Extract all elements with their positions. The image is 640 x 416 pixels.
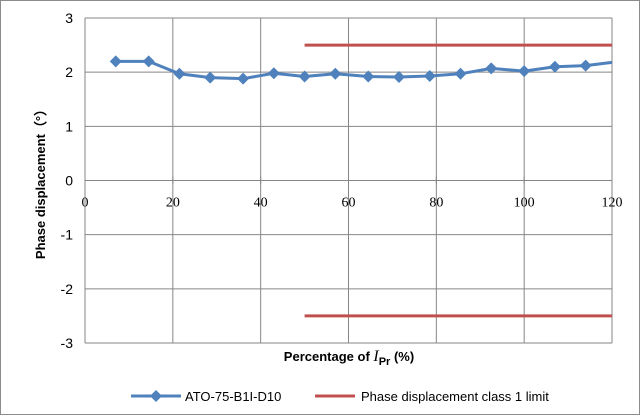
y-tick-label: -1 — [61, 227, 74, 243]
x-axis-title-subscript: Pr — [379, 356, 391, 368]
y-axis-title: Phase displacement（°） — [33, 103, 48, 259]
data-point-marker — [485, 62, 498, 75]
x-tick-label: 60 — [342, 196, 356, 211]
x-axis-title-symbol: I — [372, 348, 379, 365]
data-point-marker — [267, 67, 280, 80]
data-point-marker — [362, 70, 375, 83]
data-point-marker — [518, 65, 531, 78]
data-point-marker — [204, 71, 217, 84]
data-point-marker — [548, 60, 561, 73]
data-point-marker — [454, 67, 467, 80]
legend-label-series-1: ATO-75-B1I-D10 — [185, 389, 281, 404]
y-tick-label: -3 — [61, 335, 74, 351]
legend-label-series-2: Phase displacement class 1 limit — [361, 389, 549, 404]
x-axis-title-suffix: (%) — [390, 349, 414, 364]
x-tick-label: 0 — [82, 196, 89, 211]
x-tick-label: 40 — [254, 196, 268, 211]
y-tick-label: 2 — [65, 64, 73, 80]
data-point-marker — [298, 70, 311, 83]
x-tick-label: 20 — [166, 196, 180, 211]
x-axis-title-prefix: Percentage of — [284, 349, 374, 364]
data-point-marker — [237, 72, 250, 85]
y-tick-label: -2 — [61, 281, 74, 297]
x-tick-label: 120 — [602, 196, 623, 211]
x-tick-label: 100 — [514, 196, 535, 211]
y-tick-label: 0 — [65, 173, 73, 189]
x-tick-label: 80 — [429, 196, 443, 211]
axes — [84, 18, 613, 343]
series-layer — [109, 43, 613, 318]
y-tick-label: 1 — [65, 118, 73, 134]
data-point-marker — [579, 59, 592, 72]
data-point-marker — [423, 69, 436, 82]
data-point-marker — [393, 71, 406, 84]
tick-labels: 3 2 1 0 -1 -2 -3 0 20 40 60 80 100 120 — [61, 10, 623, 351]
legend: ATO-75-B1I-D10 Phase displacement class … — [131, 389, 549, 404]
legend-marker-series-1 — [150, 390, 162, 402]
data-point-marker — [142, 55, 155, 68]
data-point-marker — [173, 67, 186, 80]
data-point-marker — [109, 55, 122, 68]
x-axis-title: Percentage of IPr (%) — [284, 348, 414, 368]
y-tick-label: 3 — [65, 10, 73, 26]
data-point-marker — [329, 67, 342, 80]
